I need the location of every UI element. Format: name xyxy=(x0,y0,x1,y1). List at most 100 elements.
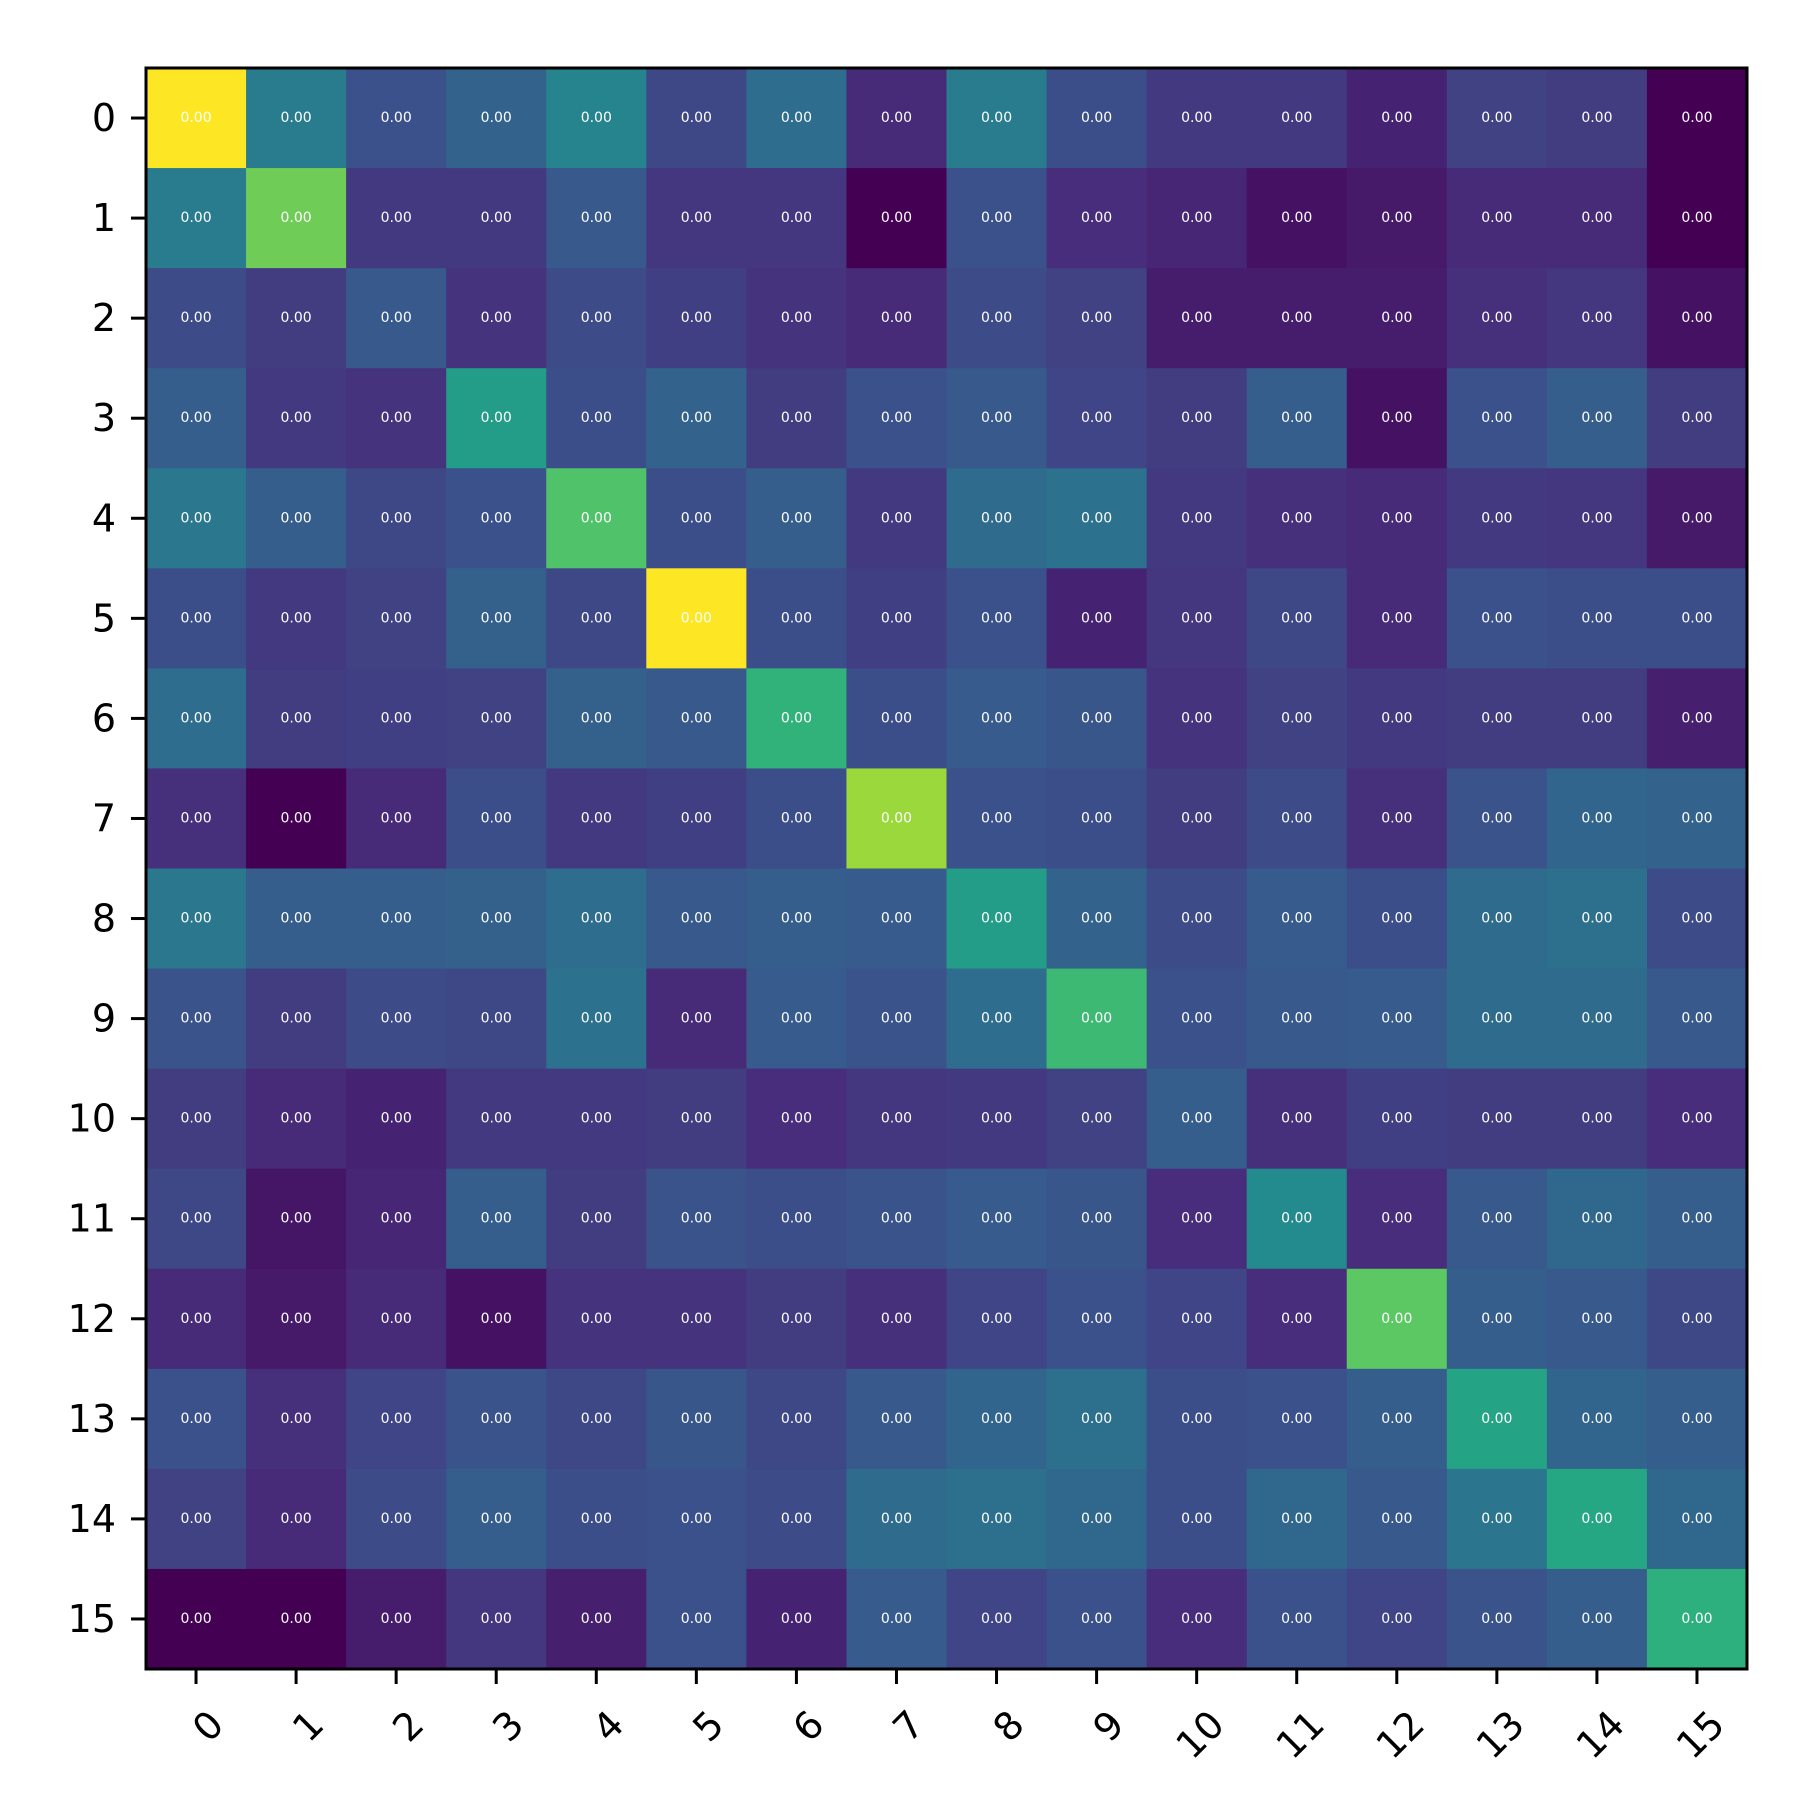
heatmap-cell-r4-c6 xyxy=(746,468,848,569)
heatmap-cell-r9-c10 xyxy=(1146,968,1248,1070)
cell-label-r15-c4: 0.00 xyxy=(581,1611,612,1627)
cell-label-r2-c7: 0.00 xyxy=(881,310,912,326)
cell-label-r7-c11: 0.00 xyxy=(1281,810,1312,826)
cell-label-r9-c11: 0.00 xyxy=(1281,1011,1312,1027)
heatmap-cell-r8-c10 xyxy=(1146,868,1248,970)
cell-label-r13-c8: 0.00 xyxy=(981,1411,1012,1427)
heatmap-cell-r9-c1 xyxy=(246,968,347,1070)
cell-label-r2-c12: 0.00 xyxy=(1381,310,1412,326)
heatmap-cell-r1-c13 xyxy=(1446,168,1548,269)
heatmap-cell-r9-c0 xyxy=(146,968,247,1070)
heatmap-cell-r8-c1 xyxy=(246,868,347,970)
heatmap-cell-r2-c3 xyxy=(446,268,547,369)
cell-label-r5-c4: 0.00 xyxy=(581,610,612,626)
heatmap-cell-r4-c2 xyxy=(346,468,447,569)
x-tick-label-6: 6 xyxy=(784,1702,832,1750)
heatmap-cell-r11-c3 xyxy=(446,1168,547,1270)
heatmap-cell-r8-c7 xyxy=(846,868,948,970)
heatmap-cell-r2-c6 xyxy=(746,268,848,369)
cell-label-r8-c13: 0.00 xyxy=(1481,911,1512,927)
heatmap-cell-r4-c5 xyxy=(646,468,747,569)
heatmap-cell-r7-c5 xyxy=(646,768,747,870)
cell-label-r5-c0: 0.00 xyxy=(180,610,211,626)
cell-label-r1-c13: 0.00 xyxy=(1481,210,1512,226)
cell-label-r3-c14: 0.00 xyxy=(1581,410,1612,426)
heatmap-cell-r5-c11 xyxy=(1246,568,1348,669)
cell-label-r14-c1: 0.00 xyxy=(281,1511,312,1527)
heatmap-cell-r3-c8 xyxy=(946,368,1048,469)
heatmap-cell-r14-c10 xyxy=(1146,1468,1248,1570)
cell-label-r0-c15: 0.00 xyxy=(1681,110,1712,126)
heatmap-cell-r1-c7 xyxy=(846,168,948,269)
cell-label-r4-c1: 0.00 xyxy=(281,510,312,526)
heatmap-cell-r9-c11 xyxy=(1246,968,1348,1070)
heatmap-cell-r1-c12 xyxy=(1346,168,1448,269)
heatmap-cell-r11-c5 xyxy=(646,1168,747,1270)
heatmap-cell-r10-c12 xyxy=(1346,1068,1448,1170)
cell-label-r10-c12: 0.00 xyxy=(1381,1111,1412,1127)
cell-label-r10-c5: 0.00 xyxy=(681,1111,712,1127)
cell-label-r6-c9: 0.00 xyxy=(1081,710,1112,726)
cell-label-r13-c5: 0.00 xyxy=(681,1411,712,1427)
heatmap-cell-r2-c12 xyxy=(1346,268,1448,369)
heatmap-cell-r5-c1 xyxy=(246,568,347,669)
heatmap-cell-r2-c7 xyxy=(846,268,948,369)
y-tick-label-3: 3 xyxy=(92,396,116,440)
heatmap-cell-r0-c6 xyxy=(746,68,848,169)
cell-label-r3-c2: 0.00 xyxy=(381,410,412,426)
cell-label-r1-c4: 0.00 xyxy=(581,210,612,226)
heatmap-cell-r11-c13 xyxy=(1446,1168,1548,1270)
cell-label-r8-c12: 0.00 xyxy=(1381,911,1412,927)
cell-label-r11-c12: 0.00 xyxy=(1381,1211,1412,1227)
cell-label-r2-c9: 0.00 xyxy=(1081,310,1112,326)
y-tick-label-10: 10 xyxy=(68,1097,116,1141)
cell-label-r2-c3: 0.00 xyxy=(481,310,512,326)
cell-label-r12-c8: 0.00 xyxy=(981,1311,1012,1327)
heatmap-cell-r6-c3 xyxy=(446,668,547,770)
heatmap-cell-r10-c6 xyxy=(746,1068,848,1170)
cell-label-r12-c15: 0.00 xyxy=(1681,1311,1712,1327)
y-tick-label-4: 4 xyxy=(92,496,116,540)
heatmap-cell-r14-c7 xyxy=(846,1468,948,1570)
cell-label-r8-c5: 0.00 xyxy=(681,911,712,927)
cell-label-r9-c5: 0.00 xyxy=(681,1011,712,1027)
heatmap-cell-r15-c4 xyxy=(546,1568,647,1670)
heatmap-cell-r7-c11 xyxy=(1246,768,1348,870)
heatmap-cell-r15-c6 xyxy=(746,1568,848,1670)
cell-label-r6-c5: 0.00 xyxy=(681,710,712,726)
cell-label-r4-c14: 0.00 xyxy=(1581,510,1612,526)
heatmap-cell-r1-c0 xyxy=(146,168,247,269)
cell-label-r9-c10: 0.00 xyxy=(1181,1011,1212,1027)
heatmap-cell-r14-c9 xyxy=(1046,1468,1148,1570)
cell-label-r10-c15: 0.00 xyxy=(1681,1111,1712,1127)
cell-label-r6-c15: 0.00 xyxy=(1681,710,1712,726)
cell-label-r12-c7: 0.00 xyxy=(881,1311,912,1327)
heatmap-cell-r8-c14 xyxy=(1546,868,1648,970)
x-tick-label-7: 7 xyxy=(884,1702,932,1750)
heatmap-cell-r6-c12 xyxy=(1346,668,1448,770)
heatmap-cell-r6-c2 xyxy=(346,668,447,770)
cell-label-r14-c7: 0.00 xyxy=(881,1511,912,1527)
heatmap-cell-r3-c15 xyxy=(1646,368,1748,469)
cell-label-r9-c8: 0.00 xyxy=(981,1011,1012,1027)
heatmap-cell-r11-c14 xyxy=(1546,1168,1648,1270)
heatmap-cell-r7-c15 xyxy=(1646,768,1748,870)
heatmap-cell-r9-c5 xyxy=(646,968,747,1070)
cell-label-r15-c15: 0.00 xyxy=(1681,1611,1712,1627)
x-tick-label-9: 9 xyxy=(1085,1702,1133,1750)
cell-label-r15-c6: 0.00 xyxy=(781,1611,812,1627)
cell-label-r14-c8: 0.00 xyxy=(981,1511,1012,1527)
heatmap-cell-r9-c7 xyxy=(846,968,948,1070)
cell-label-r2-c0: 0.00 xyxy=(180,310,211,326)
cell-label-r11-c10: 0.00 xyxy=(1181,1211,1212,1227)
heatmap-cell-r14-c14 xyxy=(1546,1468,1648,1570)
x-tick-label-14: 14 xyxy=(1568,1702,1633,1767)
heatmap-cell-r1-c14 xyxy=(1546,168,1648,269)
heatmap-cell-r6-c9 xyxy=(1046,668,1148,770)
heatmap-cell-r13-c4 xyxy=(546,1368,647,1470)
cell-label-r7-c15: 0.00 xyxy=(1681,810,1712,826)
heatmap-cell-r15-c14 xyxy=(1546,1568,1648,1670)
y-tick-label-11: 11 xyxy=(68,1197,116,1241)
heatmap-cell-r12-c10 xyxy=(1146,1268,1248,1370)
cell-label-r14-c11: 0.00 xyxy=(1281,1511,1312,1527)
